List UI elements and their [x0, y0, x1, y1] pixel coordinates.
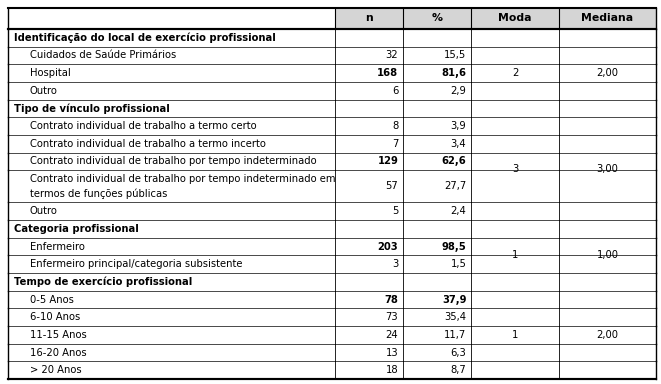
Text: Contrato individual de trabalho a termo incerto: Contrato individual de trabalho a termo … — [30, 139, 266, 149]
Text: %: % — [432, 13, 443, 23]
Text: 13: 13 — [385, 348, 399, 358]
Text: 2,00: 2,00 — [596, 330, 619, 340]
Text: 1,00: 1,00 — [596, 250, 619, 260]
Text: 3: 3 — [512, 164, 518, 174]
Text: 3,9: 3,9 — [451, 121, 466, 131]
Text: Enfermeiro principal/categoria subsistente: Enfermeiro principal/categoria subsisten… — [30, 259, 243, 269]
Text: 2: 2 — [512, 68, 518, 78]
Bar — [8, 82, 656, 99]
Text: 6: 6 — [392, 86, 399, 96]
Bar — [335, 8, 656, 29]
Bar — [8, 135, 656, 152]
Text: 27,7: 27,7 — [444, 181, 466, 191]
Text: 0-5 Anos: 0-5 Anos — [30, 295, 74, 305]
Bar — [8, 64, 656, 82]
Text: 168: 168 — [377, 68, 399, 78]
Text: 78: 78 — [385, 295, 399, 305]
Text: Categoria profissional: Categoria profissional — [14, 224, 139, 234]
Text: Contrato individual de trabalho por tempo indeterminado em: Contrato individual de trabalho por temp… — [30, 174, 336, 184]
Text: 7: 7 — [392, 139, 399, 149]
Text: 1,5: 1,5 — [450, 259, 466, 269]
Text: 129: 129 — [377, 156, 399, 166]
Text: 203: 203 — [377, 242, 399, 252]
Bar — [8, 170, 656, 202]
Text: > 20 Anos: > 20 Anos — [30, 365, 81, 375]
Text: 2,00: 2,00 — [596, 68, 619, 78]
Text: 2,9: 2,9 — [450, 86, 466, 96]
Text: 3,00: 3,00 — [596, 164, 618, 174]
Text: 3: 3 — [392, 259, 399, 269]
Text: Tempo de exercício profissional: Tempo de exercício profissional — [14, 276, 192, 287]
Text: 62,6: 62,6 — [442, 156, 466, 166]
Bar — [8, 361, 656, 379]
Text: 35,4: 35,4 — [444, 312, 466, 322]
Text: 8,7: 8,7 — [451, 365, 466, 375]
Bar — [8, 344, 656, 361]
Bar — [8, 255, 656, 273]
Text: 6,3: 6,3 — [451, 348, 466, 358]
Text: 37,9: 37,9 — [442, 295, 466, 305]
Text: 73: 73 — [385, 312, 399, 322]
Bar — [8, 326, 656, 344]
Text: 5: 5 — [392, 206, 399, 216]
Text: 18: 18 — [385, 365, 399, 375]
Text: 3,4: 3,4 — [451, 139, 466, 149]
Text: Mediana: Mediana — [581, 13, 633, 23]
Bar — [8, 29, 656, 46]
Bar — [8, 273, 656, 291]
Text: Cuidados de Saúde Primários: Cuidados de Saúde Primários — [30, 50, 176, 60]
Bar — [8, 291, 656, 308]
Text: Tipo de vínculo profissional: Tipo de vínculo profissional — [14, 103, 170, 114]
Text: 1: 1 — [512, 250, 518, 260]
Text: 15,5: 15,5 — [444, 50, 466, 60]
Text: 98,5: 98,5 — [442, 242, 466, 252]
Text: 11,7: 11,7 — [444, 330, 466, 340]
Text: 16-20 Anos: 16-20 Anos — [30, 348, 87, 358]
Text: Contrato individual de trabalho por tempo indeterminado: Contrato individual de trabalho por temp… — [30, 156, 317, 166]
Text: termos de funções públicas: termos de funções públicas — [30, 188, 167, 199]
Bar — [8, 117, 656, 135]
Bar — [8, 308, 656, 326]
Text: Contrato individual de trabalho a termo certo: Contrato individual de trabalho a termo … — [30, 121, 256, 131]
Text: n: n — [366, 13, 373, 23]
Bar — [8, 202, 656, 220]
Bar — [8, 99, 656, 117]
Text: 1: 1 — [512, 330, 518, 340]
Text: Enfermeiro: Enfermeiro — [30, 242, 85, 252]
Text: Hospital: Hospital — [30, 68, 71, 78]
Text: Outro: Outro — [30, 206, 58, 216]
Text: Moda: Moda — [498, 13, 532, 23]
Text: 24: 24 — [385, 330, 399, 340]
Text: 32: 32 — [385, 50, 399, 60]
Text: 6-10 Anos: 6-10 Anos — [30, 312, 80, 322]
Bar — [8, 220, 656, 238]
Text: 81,6: 81,6 — [442, 68, 466, 78]
Bar — [8, 152, 656, 170]
Text: 2,4: 2,4 — [451, 206, 466, 216]
Bar — [8, 46, 656, 64]
Text: 57: 57 — [385, 181, 399, 191]
Text: 8: 8 — [392, 121, 399, 131]
Bar — [8, 238, 656, 255]
Text: Identificação do local de exercício profissional: Identificação do local de exercício prof… — [14, 33, 276, 43]
Text: Outro: Outro — [30, 86, 58, 96]
Text: 11-15 Anos: 11-15 Anos — [30, 330, 87, 340]
